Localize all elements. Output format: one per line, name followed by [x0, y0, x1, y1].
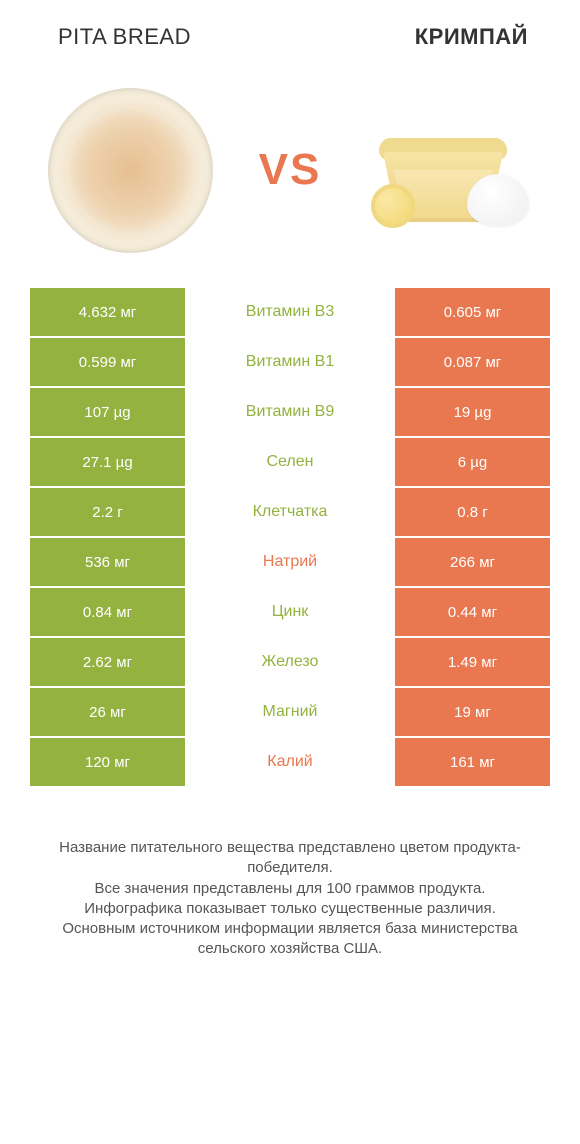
table-row: 107 µgВитамин B919 µg [30, 388, 550, 436]
nutrient-label: Витамин B3 [185, 288, 395, 336]
value-left: 27.1 µg [30, 438, 185, 486]
images-row: VS [0, 60, 580, 288]
footer-line: Инфографика показывает только существенн… [30, 899, 550, 919]
footer-line: Название питательного вещества представл… [30, 838, 550, 879]
nutrient-label: Витамин B9 [185, 388, 395, 436]
value-right: 0.605 мг [395, 288, 550, 336]
value-right: 0.087 мг [395, 338, 550, 386]
table-row: 2.62 мгЖелезо1.49 мг [30, 638, 550, 686]
value-left: 2.62 мг [30, 638, 185, 686]
value-left: 0.599 мг [30, 338, 185, 386]
comparison-table: 4.632 мгВитамин B30.605 мг0.599 мгВитами… [0, 288, 580, 786]
cream-pie-illustration [365, 110, 535, 230]
nutrient-label: Магний [185, 688, 395, 736]
table-row: 0.599 мгВитамин B10.087 мг [30, 338, 550, 386]
value-right: 19 µg [395, 388, 550, 436]
table-row: 27.1 µgСелен6 µg [30, 438, 550, 486]
table-row: 120 мгКалий161 мг [30, 738, 550, 786]
nutrient-label: Натрий [185, 538, 395, 586]
value-right: 19 мг [395, 688, 550, 736]
footer-line: Все значения представлены для 100 граммо… [30, 879, 550, 899]
value-left: 536 мг [30, 538, 185, 586]
value-right: 0.44 мг [395, 588, 550, 636]
value-right: 0.8 г [395, 488, 550, 536]
value-left: 0.84 мг [30, 588, 185, 636]
product-left-title: PITA BREAD [58, 24, 191, 50]
vs-label: VS [259, 145, 322, 195]
value-left: 120 мг [30, 738, 185, 786]
value-right: 161 мг [395, 738, 550, 786]
value-right: 266 мг [395, 538, 550, 586]
nutrient-label: Цинк [185, 588, 395, 636]
table-row: 26 мгМагний19 мг [30, 688, 550, 736]
value-right: 1.49 мг [395, 638, 550, 686]
nutrient-label: Клетчатка [185, 488, 395, 536]
table-row: 2.2 гКлетчатка0.8 г [30, 488, 550, 536]
value-left: 2.2 г [30, 488, 185, 536]
footer-notes: Название питательного вещества представл… [0, 788, 580, 960]
nutrient-label: Калий [185, 738, 395, 786]
nutrient-label: Железо [185, 638, 395, 686]
value-left: 107 µg [30, 388, 185, 436]
table-row: 4.632 мгВитамин B30.605 мг [30, 288, 550, 336]
table-row: 0.84 мгЦинк0.44 мг [30, 588, 550, 636]
nutrient-label: Витамин B1 [185, 338, 395, 386]
product-right-image [360, 80, 540, 260]
value-left: 26 мг [30, 688, 185, 736]
footer-line: Основным источником информации является … [30, 919, 550, 960]
product-left-image [40, 80, 220, 260]
table-row: 536 мгНатрий266 мг [30, 538, 550, 586]
value-right: 6 µg [395, 438, 550, 486]
nutrient-label: Селен [185, 438, 395, 486]
product-right-title: КРИМПАЙ [415, 24, 528, 50]
value-left: 4.632 мг [30, 288, 185, 336]
pita-bread-illustration [48, 88, 213, 253]
header: PITA BREAD КРИМПАЙ [0, 0, 580, 60]
